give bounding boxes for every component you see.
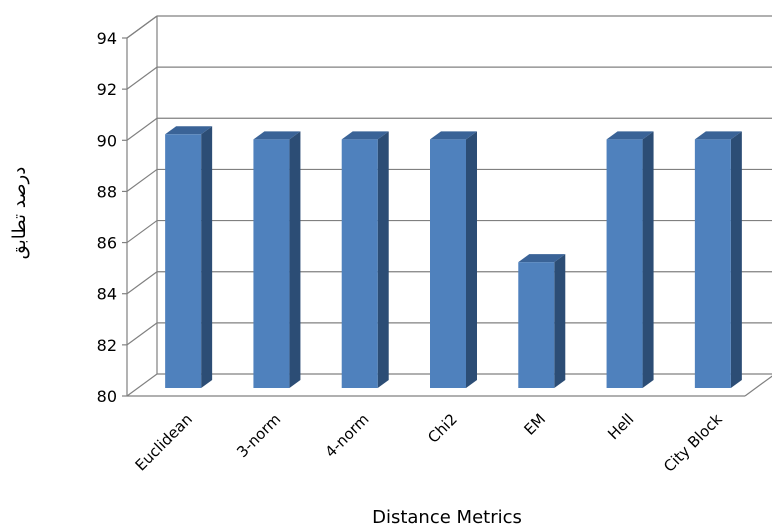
bar (430, 131, 477, 388)
bar-front (694, 139, 731, 388)
chart-bars (165, 126, 742, 389)
y-tick-label: 90 (97, 131, 117, 150)
bar-side (642, 131, 654, 388)
x-tick-label: 4-norm (322, 410, 373, 461)
gridline-side (126, 117, 158, 141)
y-tick-label: 94 (97, 29, 117, 48)
y-tick-label: 84 (97, 285, 117, 304)
x-tick-label: 3-norm (233, 410, 284, 461)
gridline-side (126, 271, 158, 295)
bar (165, 126, 213, 389)
y-axis-ticks: 80 82 84 86 88 90 92 94 (97, 29, 117, 406)
gridline-side (126, 373, 158, 397)
bar-top (253, 131, 301, 140)
bar-top (606, 131, 654, 140)
y-tick-label: 88 (97, 182, 117, 201)
bar-top (430, 131, 477, 140)
bar-side (289, 131, 301, 388)
x-axis-ticks: Euclidean 3-norm 4-norm Chi2 EM Hell City Bloc… (132, 410, 726, 476)
gridline-side (126, 322, 158, 346)
x-tick-label: City Block (660, 410, 726, 476)
bar-side (730, 131, 742, 388)
x-tick-label: Chi2 (424, 410, 461, 447)
gridline-side (126, 220, 158, 244)
x-tick-label: Hell (604, 410, 637, 443)
bar (694, 131, 742, 388)
y-tick-label: 82 (97, 336, 117, 355)
bar-front (253, 139, 290, 388)
x-tick-label: EM (521, 410, 550, 439)
gridline-side (126, 66, 158, 90)
bar-front (518, 262, 555, 388)
gridline-side (126, 168, 158, 192)
y-axis-title: درصد تطابق (9, 167, 30, 259)
bar-side (377, 131, 389, 388)
bar (606, 131, 654, 388)
bar-top (694, 131, 742, 140)
y-tick-label: 92 (97, 80, 117, 99)
bar-top (518, 254, 566, 263)
x-tick-label: Euclidean (132, 410, 196, 474)
bar (253, 131, 301, 388)
x-axis-title: Distance Metrics (372, 507, 522, 528)
bar-front (430, 139, 466, 388)
bar-front (165, 134, 202, 388)
gridline-side (126, 15, 158, 39)
bar (518, 254, 566, 388)
bar (341, 131, 389, 388)
bar-side (201, 126, 213, 389)
y-tick-label: 86 (97, 234, 117, 253)
bar-top (165, 126, 213, 135)
bar-side (466, 131, 477, 388)
bar-front (341, 139, 378, 388)
floor-right-edge (744, 375, 772, 397)
bar-side (554, 254, 566, 388)
bar-top (341, 131, 389, 140)
bar-front (606, 139, 643, 388)
y-tick-label: 80 (97, 387, 117, 406)
